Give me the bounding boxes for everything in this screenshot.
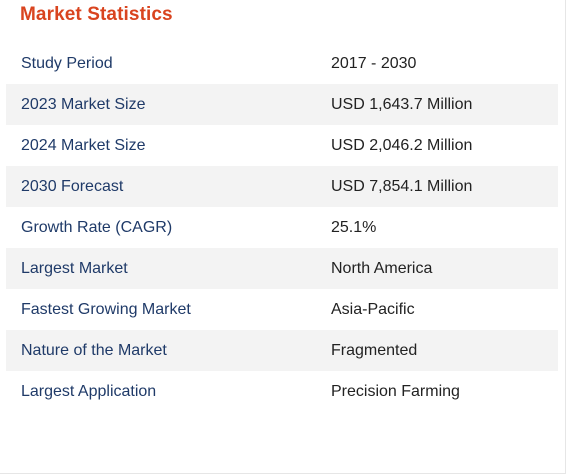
stat-label: 2024 Market Size [21,136,146,154]
stat-row-fastest-growing-market: Fastest Growing Market Asia-Pacific [6,289,558,330]
stat-label: 2023 Market Size [21,95,146,113]
stat-row-nature-of-market: Nature of the Market Fragmented [6,330,558,371]
stat-row-2030-forecast: 2030 Forecast USD 7,854.1 Million [6,166,558,207]
stat-label: Nature of the Market [21,341,167,359]
stat-label: Fastest Growing Market [21,300,191,318]
stat-label: Study Period [21,54,113,72]
stat-value: USD 7,854.1 Million [331,177,473,195]
stat-value: North America [331,259,433,277]
stat-row-2023-market-size: 2023 Market Size USD 1,643.7 Million [6,84,558,125]
stat-value: Asia-Pacific [331,300,415,318]
section-title: Market Statistics [20,4,173,25]
stat-label: 2030 Forecast [21,177,124,195]
stat-value: USD 2,046.2 Million [331,136,473,154]
stat-label: Largest Market [21,259,128,277]
stat-value: Fragmented [331,341,418,359]
stat-value: 2017 - 2030 [331,54,417,72]
stat-row-growth-rate: Growth Rate (CAGR) 25.1% [6,207,558,248]
stat-value: Precision Farming [331,382,460,400]
statistics-table: Study Period 2017 - 2030 2023 Market Siz… [6,43,558,412]
stat-row-2024-market-size: 2024 Market Size USD 2,046.2 Million [6,125,558,166]
stat-label: Growth Rate (CAGR) [21,218,173,236]
stat-value: 25.1% [331,218,377,236]
stat-row-study-period: Study Period 2017 - 2030 [6,43,558,84]
stat-label: Largest Application [21,382,157,400]
stat-row-largest-market: Largest Market North America [6,248,558,289]
stat-row-largest-application: Largest Application Precision Farming [6,371,558,412]
stat-value: USD 1,643.7 Million [331,95,473,113]
